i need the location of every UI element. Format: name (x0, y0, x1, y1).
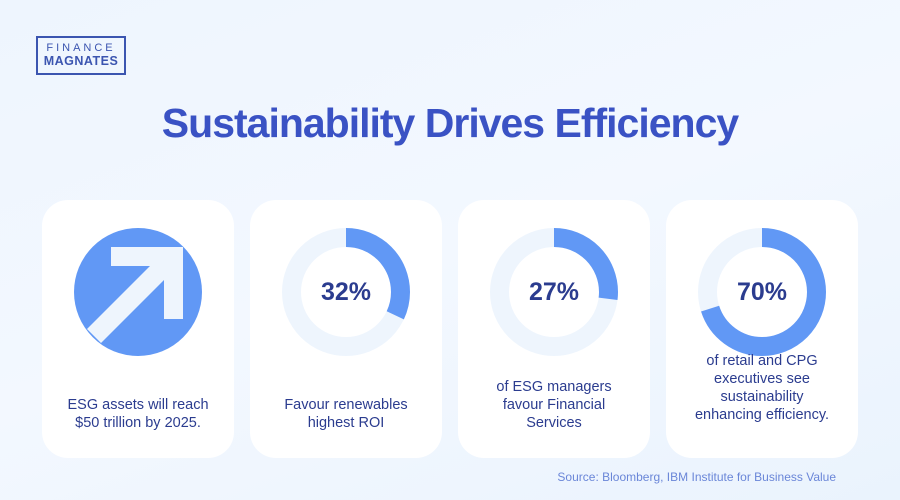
percent-label: 70% (736, 278, 788, 306)
source-note: Source: Bloomberg, IBM Institute for Bus… (557, 470, 836, 484)
card-caption: ESG assets will reach $50 trillion by 202… (67, 397, 209, 431)
donut-value-arc (490, 228, 618, 356)
donut-chart (282, 228, 410, 356)
card-caption: of ESG managers favour Financial Services (496, 379, 612, 431)
donut-chart (698, 228, 826, 356)
page-title: Sustainability Drives Efficiency (161, 100, 739, 146)
percent-label: 32% (320, 278, 372, 306)
card-retail-cpg: 70% of retail and CPG executives see susta… (666, 200, 858, 458)
card-renewables: 32% Favour renewables highest ROI (250, 200, 442, 458)
finance-magnates-logo: FINANCE MAGNATES (36, 36, 126, 75)
card-esg-assets: ESG assets will reach $50 trillion by 202… (42, 200, 234, 458)
donut-value-arc (282, 228, 410, 356)
donut-chart (490, 228, 618, 356)
logo-line2: MAGNATES (43, 54, 119, 68)
card-financial-services: 27% of ESG managers favour Financial Servi… (458, 200, 650, 458)
card-caption: Favour renewables highest ROI (284, 397, 408, 431)
donut-value-arc (698, 228, 826, 356)
logo-line1: FINANCE (46, 42, 116, 54)
arrow-up-right-icon (74, 228, 202, 356)
percent-label: 27% (528, 278, 580, 306)
card-caption: of retail and CPG executives see sustainab… (694, 353, 830, 423)
